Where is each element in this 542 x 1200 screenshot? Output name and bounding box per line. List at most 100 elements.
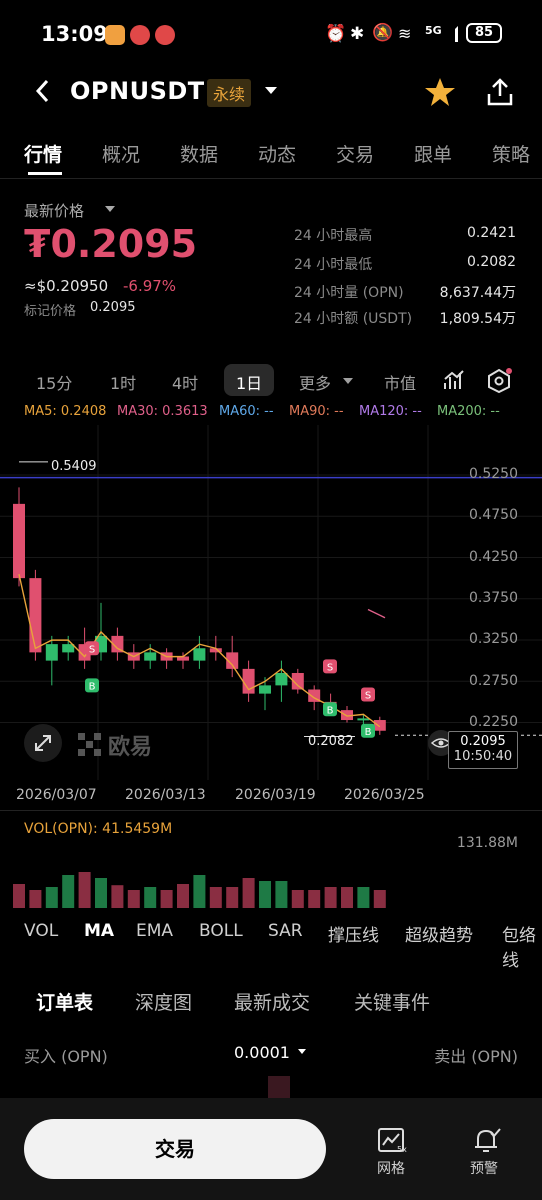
volume-bar [275, 881, 288, 908]
grid-button[interactable]: 5x 网格 [362, 1122, 422, 1178]
alarm-icon: ⏰ [325, 24, 347, 44]
x-tick-1: 2026/03/13 [125, 787, 206, 803]
tab-divider [0, 178, 542, 179]
candle-body [45, 644, 58, 661]
volume-bar [226, 887, 239, 908]
battery-indicator: 85 [466, 23, 502, 43]
candle-body [275, 673, 288, 686]
current-price-value: 0.2095 [460, 734, 506, 749]
candle-countdown: 10:50:40 [453, 749, 513, 764]
x-tick-0: 2026/03/07 [16, 787, 97, 803]
price-type-dropdown-icon[interactable] [104, 205, 116, 213]
x-tick-3: 2026/03/25 [344, 787, 425, 803]
volume-bar [308, 890, 321, 908]
candle-body [29, 578, 42, 653]
tab-market[interactable]: 行情 [24, 144, 63, 166]
precision-selector[interactable]: 0.0001 [234, 1043, 290, 1062]
status-time: 13:09 [41, 22, 108, 46]
tab-copy-trading[interactable]: 跟单 [414, 144, 453, 166]
tab-news[interactable]: 动态 [258, 144, 297, 166]
expand-icon [35, 735, 51, 751]
sell-signal-badge [323, 659, 337, 674]
sell-header: 卖出 (OPN) [434, 1047, 518, 1066]
y-tick-0: 0.5250 [469, 466, 518, 482]
stat-volume-value: 8,637.44万 [439, 285, 516, 301]
chart-indicator-icon[interactable] [443, 369, 465, 391]
candle-body [144, 652, 157, 661]
signal-letter: B [89, 681, 96, 692]
volume-bar [127, 890, 140, 908]
stat-low-label: 24 小时最低 [294, 257, 373, 273]
last-price-label[interactable]: 最新价格 [24, 202, 85, 220]
volume-bar [45, 887, 58, 908]
perpetual-badge: 永续 [207, 79, 252, 107]
candlestick-chart[interactable]: S B S B S B [0, 425, 542, 780]
mark-price-label: 标记价格 [24, 304, 77, 319]
buy-header: 买入 (OPN) [24, 1047, 108, 1066]
interval-4h[interactable]: 4时 [172, 374, 199, 393]
tab-key-events[interactable]: 关键事件 [354, 992, 431, 1014]
ma60-label: MA60: -- [219, 404, 274, 419]
tab-strategy[interactable]: 策略 [492, 144, 531, 166]
candle-body [341, 710, 353, 721]
symbol-title[interactable]: OPNUSDT [70, 77, 205, 105]
volume-bar [291, 890, 304, 908]
current-price-tag: 0.2095 10:50:40 [448, 731, 518, 769]
stat-turnover-label: 24 小时额 (USDT) [294, 311, 413, 327]
indicator-boll[interactable]: BOLL [199, 921, 243, 941]
signal-letter: S [365, 690, 371, 701]
sell-depth-bar [268, 1076, 290, 1098]
ma120-label: MA120: -- [359, 404, 422, 419]
indicator-ema[interactable]: EMA [136, 921, 174, 941]
more-dropdown-icon[interactable] [342, 377, 354, 385]
back-button[interactable] [30, 76, 56, 106]
chart-settings-icon[interactable] [486, 368, 512, 394]
stat-high-value: 0.2421 [467, 225, 516, 241]
sell-signal-badge [85, 641, 99, 656]
interval-more[interactable]: 更多 [299, 374, 332, 393]
trade-button[interactable]: 交易 [24, 1119, 326, 1179]
indicator-support-resistance[interactable]: 撑压线 [328, 926, 379, 946]
interval-1d[interactable]: 1日 [236, 374, 263, 393]
favorite-star-icon[interactable] [424, 76, 456, 108]
interval-1h[interactable]: 1时 [110, 374, 137, 393]
bell-alert-icon [475, 1128, 501, 1152]
precision-dropdown-icon[interactable] [297, 1048, 307, 1055]
tab-data[interactable]: 数据 [180, 144, 219, 166]
share-icon[interactable] [484, 76, 516, 108]
fullscreen-button[interactable] [24, 724, 62, 762]
market-cap-toggle[interactable]: 市值 [384, 374, 417, 393]
candle-body [209, 648, 222, 653]
candle-body [177, 656, 189, 661]
interval-15m[interactable]: 15分 [36, 374, 73, 393]
status-bar: 13:09 ⏰ ✱ 🔕 ≋ 5G 85 [0, 0, 542, 66]
indicator-supertrend[interactable]: 超级趋势 [405, 926, 473, 946]
network-label: 5G [425, 24, 442, 37]
stat-low-value: 0.2082 [467, 254, 516, 270]
y-tick-5: 0.2750 [469, 673, 518, 689]
volume-label: VOL(OPN): 41.5459M [24, 821, 173, 837]
tab-depth-chart[interactable]: 深度图 [135, 992, 193, 1014]
volume-bar [373, 890, 386, 908]
y-tick-4: 0.3250 [469, 631, 518, 647]
stat-volume-label: 24 小时量 (OPN) [294, 285, 404, 301]
app-notification-icon [105, 25, 125, 45]
candle-body [111, 635, 124, 653]
symbol-dropdown-icon[interactable] [264, 86, 278, 96]
indicator-envelope[interactable]: 包络线 [502, 926, 536, 971]
volume-bar [209, 887, 222, 908]
interval-1d-bg [224, 364, 274, 396]
indicator-ma[interactable]: MA [84, 921, 115, 941]
candle-body [291, 673, 304, 690]
volume-bar [62, 875, 75, 908]
y-tick-6: 0.2250 [469, 714, 518, 730]
indicator-vol[interactable]: VOL [24, 921, 59, 941]
tab-overview[interactable]: 概况 [102, 144, 141, 166]
tab-trade[interactable]: 交易 [336, 144, 375, 166]
tab-latest-trades[interactable]: 最新成交 [234, 992, 311, 1014]
tab-orderbook[interactable]: 订单表 [36, 992, 94, 1014]
indicator-sar[interactable]: SAR [268, 921, 303, 941]
alert-button[interactable]: 预警 [456, 1122, 516, 1178]
ma200-label: MA200: -- [437, 404, 500, 419]
last-price-value: ₮0.2095 [24, 222, 198, 266]
